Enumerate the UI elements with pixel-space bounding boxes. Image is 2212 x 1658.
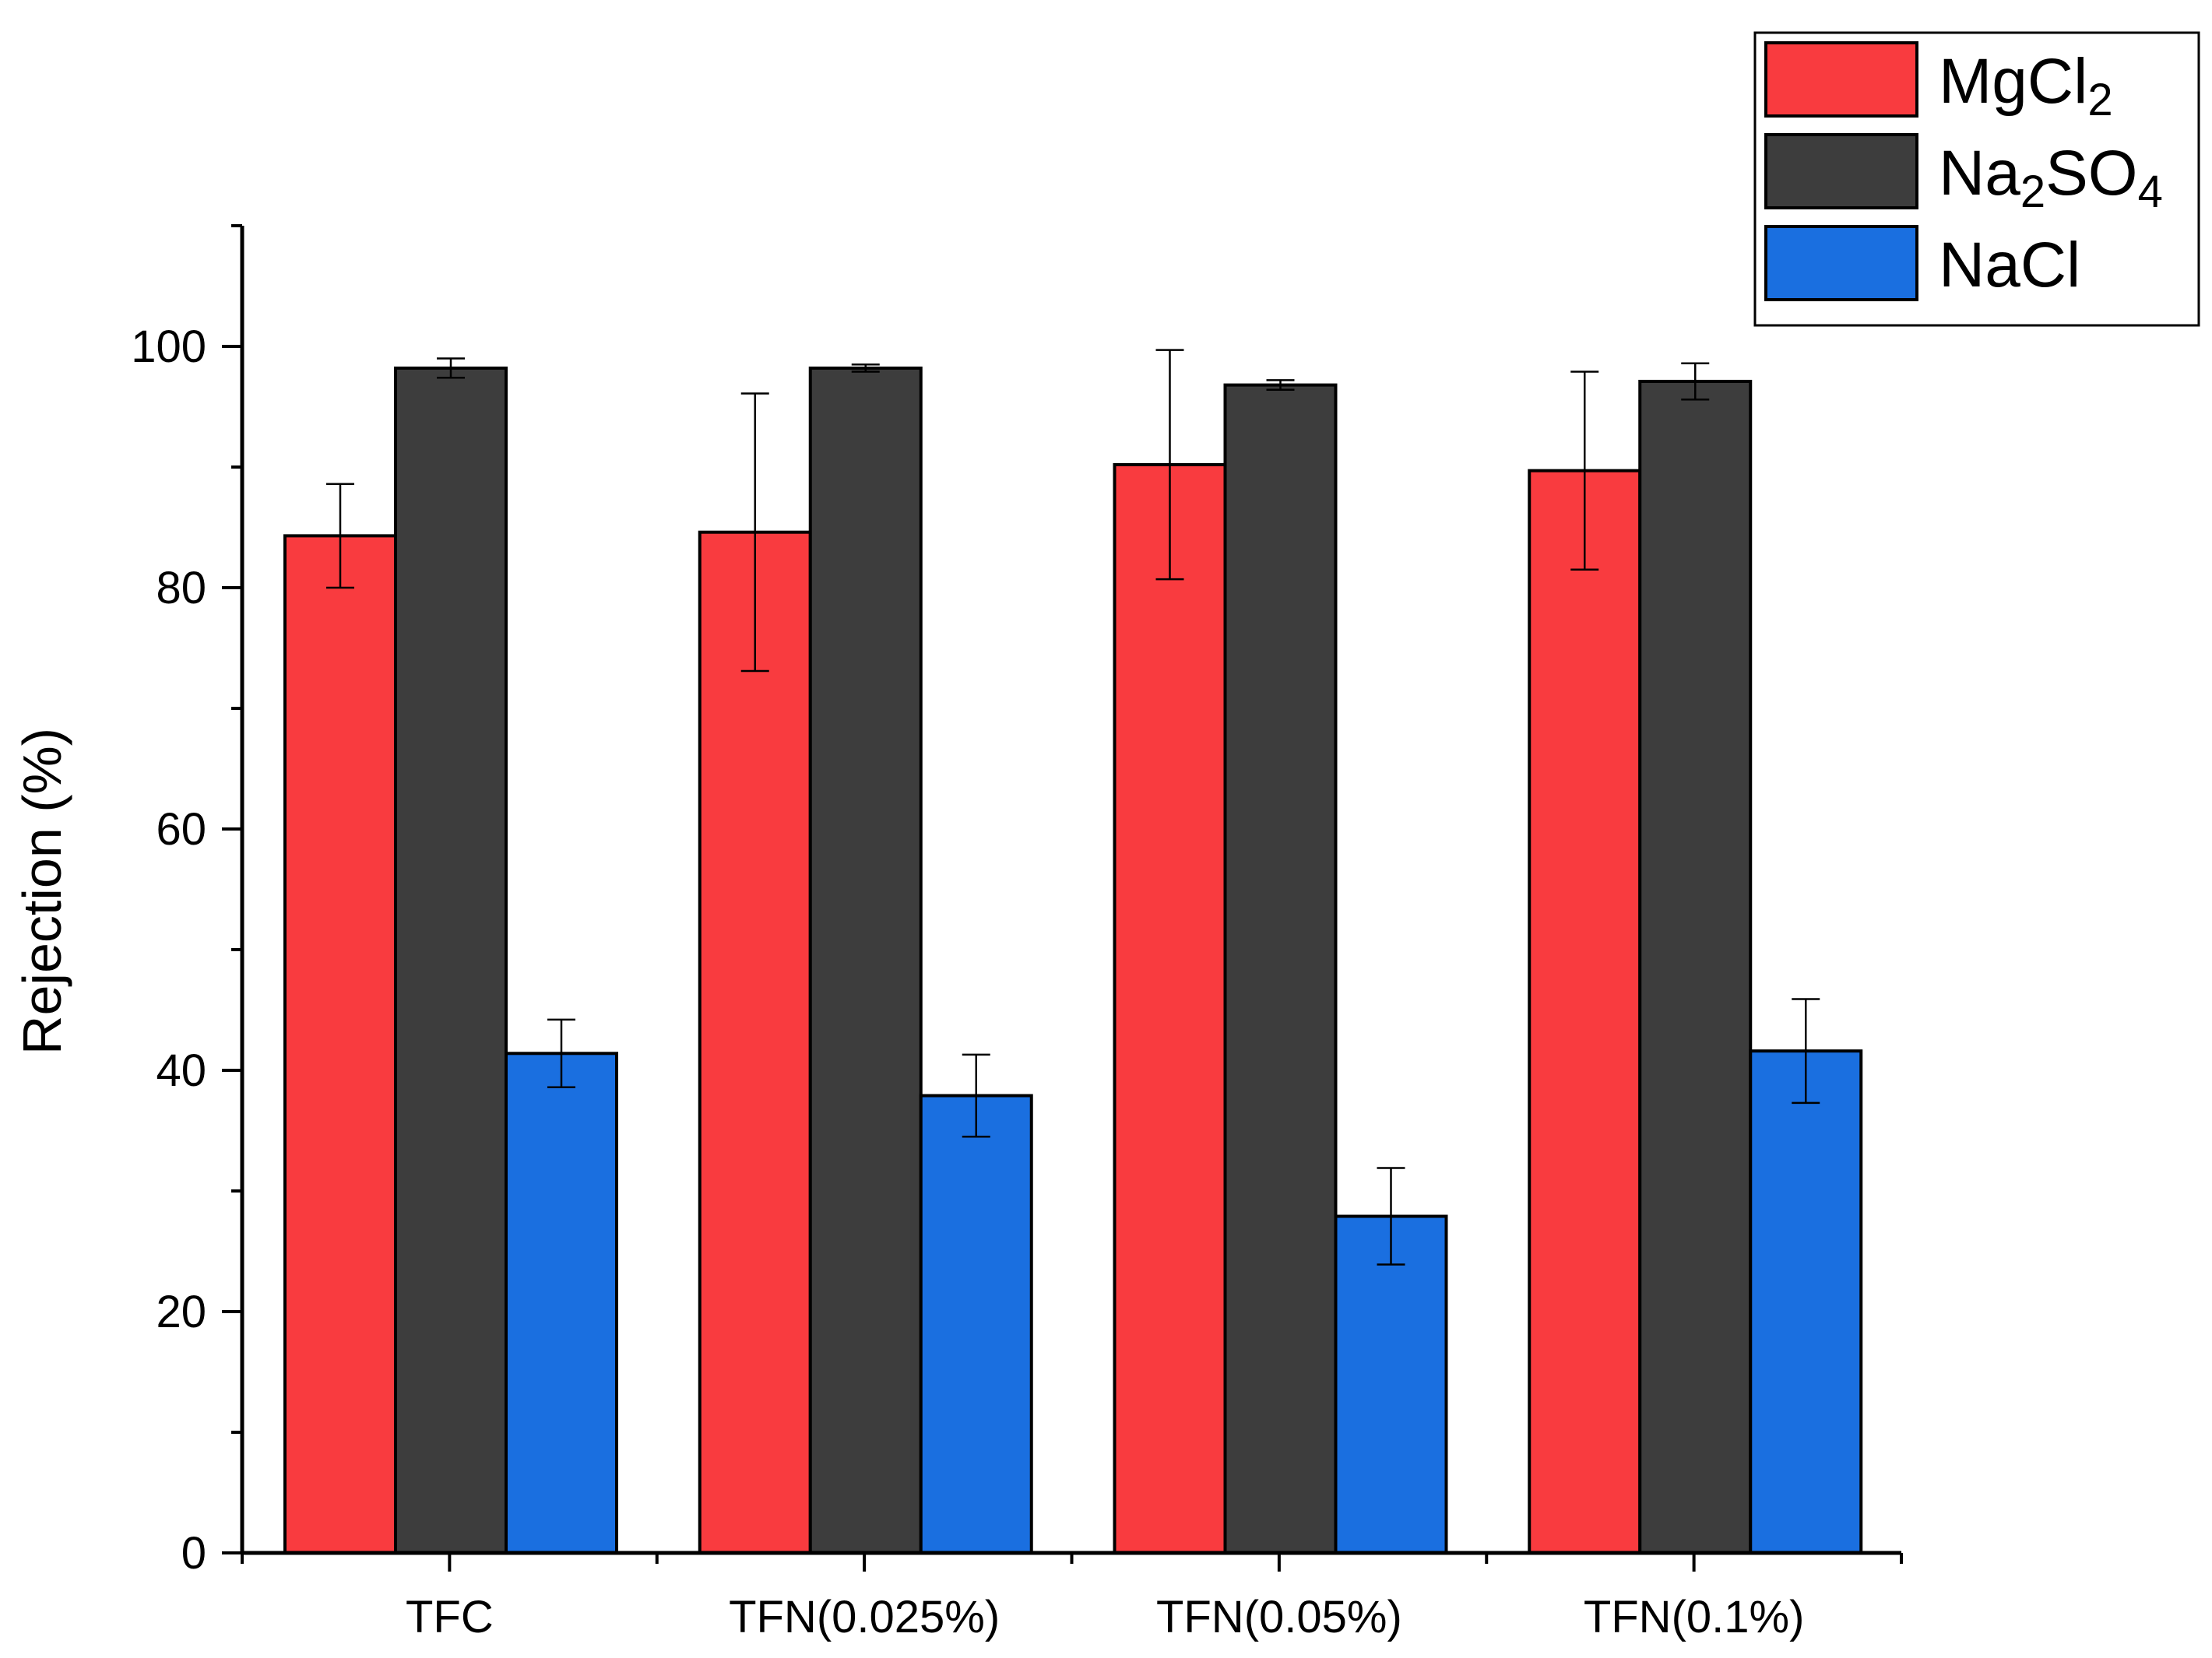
y-tick-label: 20	[156, 1287, 206, 1337]
bar	[394, 366, 508, 1554]
legend-label: MgCl2	[1939, 46, 2113, 125]
legend-swatch	[1764, 225, 1918, 301]
legend-label-subscript: 2	[2087, 75, 2112, 125]
bar	[1113, 462, 1227, 1554]
bar	[1334, 1214, 1448, 1555]
y-tick-label: 100	[131, 321, 206, 372]
legend-label-text: SO	[2045, 138, 2137, 209]
axes-layer: 0 20 40 60 80 100 TFC TFN(0.025%) TFN(0.05%) TFN(…	[131, 224, 1903, 1642]
legend-label-subscript: 4	[2138, 167, 2163, 217]
bar	[919, 1094, 1033, 1555]
x-tick-label: TFC	[406, 1592, 494, 1642]
bar	[505, 1052, 618, 1555]
y-tick-label: 40	[156, 1045, 206, 1096]
bar	[808, 366, 923, 1554]
legend-label-subscript: 2	[2020, 167, 2045, 217]
y-tick-label: 80	[156, 563, 206, 613]
legend-label: Na2SO4	[1939, 138, 2163, 217]
x-tick-label: TFN(0.025%)	[729, 1592, 1000, 1642]
x-tick-label: TFN(0.1%)	[1584, 1592, 1805, 1642]
legend-label-text: NaCl	[1939, 230, 2080, 300]
y-axis-title: Rejection (%)	[12, 728, 72, 1055]
legend-label: NaCl	[1939, 230, 2080, 300]
legend-swatch	[1764, 41, 1918, 118]
bars-layer	[283, 366, 1863, 1555]
bar	[698, 530, 812, 1555]
legend-swatch	[1764, 133, 1918, 209]
y-tick-label: 60	[156, 804, 206, 855]
bar	[1638, 379, 1753, 1555]
legend-label-text: Na	[1939, 138, 2020, 209]
bar	[1223, 383, 1338, 1555]
legend-label-text: MgCl	[1939, 46, 2087, 117]
y-tick-label: 0	[181, 1528, 206, 1579]
bar	[1528, 469, 1642, 1554]
bar	[283, 534, 397, 1554]
error-bars-layer	[326, 349, 1820, 1266]
x-tick-label: TFN(0.05%)	[1156, 1592, 1402, 1642]
bar	[1749, 1049, 1863, 1554]
